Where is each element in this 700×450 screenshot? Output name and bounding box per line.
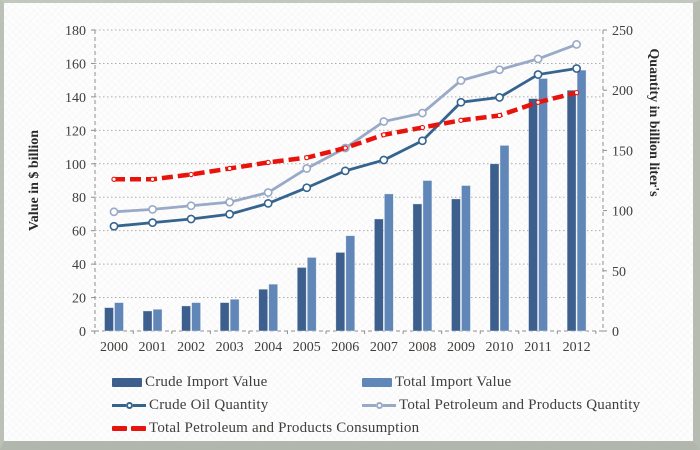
svg-text:2006: 2006 bbox=[331, 340, 359, 355]
svg-text:60: 60 bbox=[72, 225, 86, 240]
svg-text:0: 0 bbox=[79, 325, 86, 340]
svg-text:2008: 2008 bbox=[408, 340, 436, 355]
bar-series-1 bbox=[114, 69, 587, 332]
legend-item-total-petroleum-consumption: Total Petroleum and Products Consumption bbox=[112, 417, 419, 440]
svg-text:100: 100 bbox=[65, 158, 86, 173]
svg-text:2011: 2011 bbox=[524, 340, 551, 355]
bars bbox=[104, 69, 587, 332]
legend-item-total-petroleum-quantity: Total Petroleum and Products Quantity bbox=[362, 394, 640, 417]
right-axis-title: Quantity in billion liter's bbox=[646, 48, 661, 197]
svg-text:100: 100 bbox=[612, 205, 633, 220]
svg-text:250: 250 bbox=[612, 24, 633, 39]
axis-tick-labels: 0 20 40 60 80 100 120 140 160 180 0 50 100 150 200 250 2… bbox=[65, 24, 633, 355]
line-swatch-total-petroleum-quantity bbox=[362, 402, 396, 409]
dashed-line-swatch-consumption bbox=[112, 426, 146, 431]
svg-text:2000: 2000 bbox=[100, 340, 128, 355]
svg-text:2007: 2007 bbox=[370, 340, 398, 355]
svg-text:40: 40 bbox=[72, 258, 86, 273]
svg-text:2010: 2010 bbox=[486, 340, 514, 355]
legend-label: Total Petroleum and Products Consumption bbox=[149, 420, 420, 436]
legend-row-1: Crude Import Value Total Import Value bbox=[4, 371, 693, 394]
svg-text:2002: 2002 bbox=[177, 340, 205, 355]
svg-text:180: 180 bbox=[65, 24, 86, 39]
svg-text:20: 20 bbox=[72, 292, 86, 307]
svg-text:200: 200 bbox=[612, 84, 633, 99]
svg-text:2005: 2005 bbox=[293, 340, 321, 355]
left-axis-title: Value in $ billion bbox=[27, 130, 42, 231]
svg-text:2012: 2012 bbox=[563, 340, 591, 355]
svg-text:0: 0 bbox=[612, 325, 619, 340]
svg-text:2004: 2004 bbox=[254, 340, 282, 355]
svg-text:2001: 2001 bbox=[139, 340, 167, 355]
legend-label: Total Petroleum and Products Quantity bbox=[399, 397, 641, 413]
legend-row-2: Crude Oil Quantity Total Petroleum and P… bbox=[4, 394, 693, 417]
legend-label: Crude Import Value bbox=[145, 374, 268, 390]
svg-text:160: 160 bbox=[65, 57, 86, 72]
chart-plot: 0 20 40 60 80 100 120 140 160 180 0 50 100 150 200 250 2… bbox=[27, 24, 661, 355]
svg-text:2003: 2003 bbox=[216, 340, 244, 355]
legend-item-crude-oil-quantity: Crude Oil Quantity bbox=[112, 394, 268, 417]
legend-label: Total Import Value bbox=[395, 374, 512, 390]
lines bbox=[109, 40, 581, 231]
svg-text:150: 150 bbox=[612, 144, 633, 159]
svg-text:80: 80 bbox=[72, 191, 86, 206]
svg-text:2009: 2009 bbox=[447, 340, 475, 355]
line-swatch-crude-oil-quantity bbox=[112, 402, 146, 409]
gridlines bbox=[95, 29, 603, 299]
svg-text:120: 120 bbox=[65, 124, 86, 139]
legend-item-total-import-value: Total Import Value bbox=[362, 371, 511, 394]
axis-titles: Value in $ billion Quantity in billion li… bbox=[27, 48, 661, 231]
legend-row-3: Total Petroleum and Products Consumption bbox=[4, 417, 693, 440]
legend-item-crude-import-value: Crude Import Value bbox=[112, 371, 267, 394]
bar-swatch-total-import-value bbox=[362, 378, 392, 387]
bar-swatch-crude-import-value bbox=[112, 378, 142, 387]
bar-series-0 bbox=[104, 89, 577, 332]
svg-text:50: 50 bbox=[612, 265, 626, 280]
legend: Crude Import Value Total Import Value Cr… bbox=[4, 371, 693, 440]
svg-text:140: 140 bbox=[65, 91, 86, 106]
legend-label: Crude Oil Quantity bbox=[149, 397, 269, 413]
